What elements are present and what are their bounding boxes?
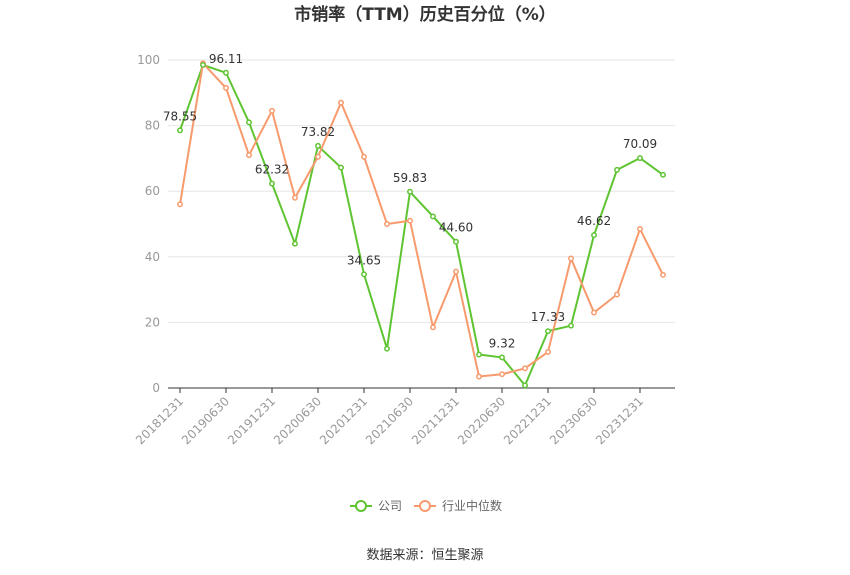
data-point-company	[614, 166, 620, 173]
x-tick-label: 20190630	[179, 394, 232, 447]
legend-label: 公司	[378, 499, 402, 513]
data-point-company	[430, 213, 436, 220]
data-label: 62.32	[255, 163, 289, 177]
data-point-company	[384, 345, 390, 352]
data-point-industry-median	[568, 255, 574, 262]
y-tick-label: 80	[145, 119, 160, 133]
data-point-company	[407, 188, 413, 195]
data-point-industry-median	[453, 268, 459, 275]
data-point-industry-median	[292, 194, 298, 201]
legend-item-industry-median: 行业中位数	[414, 498, 502, 513]
data-point-company	[476, 351, 482, 358]
x-tick-label: 20191231	[225, 394, 278, 447]
data-point-industry-median	[499, 371, 505, 378]
y-tick-label: 20	[145, 315, 160, 329]
data-label: 46.62	[577, 214, 611, 228]
series-line-industry-median	[179, 62, 664, 378]
legend: 公司 行业中位数	[350, 498, 502, 513]
x-tick-label: 20210630	[363, 394, 416, 447]
y-axis: 0 20 40 60 80 100	[137, 53, 160, 395]
data-point-industry-median	[545, 348, 551, 355]
data-point-industry-median	[338, 99, 344, 106]
y-tick-label: 60	[145, 184, 160, 198]
legend-label: 行业中位数	[442, 498, 502, 513]
data-point-company	[660, 171, 666, 178]
data-point-company	[315, 142, 321, 149]
x-tick-label: 20201231	[317, 394, 370, 447]
data-point-industry-median	[407, 217, 413, 224]
data-label: 96.11	[209, 52, 243, 66]
data-point-company	[246, 119, 252, 126]
y-tick-label: 40	[145, 250, 160, 264]
x-tick-label: 20231231	[593, 394, 646, 447]
data-labels: 78.55 96.11 62.32 73.82 34.65 59.83 44.60 9.32 1…	[163, 52, 657, 351]
data-label: 70.09	[623, 137, 657, 151]
data-point-company	[545, 328, 551, 335]
data-point-industry-median	[476, 373, 482, 380]
y-tick-label: 100	[137, 53, 160, 67]
data-point-company	[223, 69, 229, 76]
series-layer	[177, 60, 666, 389]
data-point-company	[361, 271, 367, 278]
x-tick-label: 20221231	[501, 394, 554, 447]
x-axis: 2018123120190630201912312020063020201231…	[133, 388, 646, 447]
gridlines	[168, 59, 675, 323]
data-point-industry-median	[246, 152, 252, 159]
source-note: 数据来源：恒生聚源	[366, 548, 483, 563]
chart-title: 市销率（TTM）历史百分位（%）	[294, 4, 556, 25]
data-point-industry-median	[660, 271, 666, 278]
x-tick-label: 20230630	[547, 394, 600, 447]
data-point-industry-median	[315, 153, 321, 160]
data-label: 44.60	[439, 221, 473, 235]
data-point-industry-median	[269, 107, 275, 114]
data-point-company	[177, 127, 183, 134]
data-point-industry-median	[384, 221, 390, 227]
data-point-industry-median	[223, 84, 229, 91]
data-point-company	[338, 164, 344, 171]
data-point-industry-median	[614, 291, 620, 298]
data-point-company	[637, 155, 643, 162]
data-label: 17.33	[531, 310, 565, 324]
data-point-industry-median	[361, 153, 367, 160]
x-tick-label: 20211231	[409, 394, 462, 447]
legend-marker	[419, 500, 431, 512]
y-tick-label: 0	[152, 381, 160, 395]
data-label: 59.83	[393, 171, 427, 185]
data-label: 9.32	[489, 336, 516, 350]
data-point-industry-median	[177, 201, 183, 208]
x-tick-label: 20220630	[455, 394, 508, 447]
data-point-company	[269, 180, 275, 187]
data-point-company	[522, 382, 528, 389]
legend-marker	[355, 500, 367, 512]
data-point-company	[591, 232, 597, 239]
x-tick-label: 20181231	[133, 394, 186, 447]
series-line-company	[179, 63, 664, 387]
data-point-industry-median	[637, 225, 643, 232]
data-label: 78.55	[163, 109, 197, 123]
data-point-company	[200, 61, 206, 68]
data-point-company	[453, 238, 459, 245]
data-point-company	[568, 322, 574, 329]
data-label: 34.65	[347, 253, 381, 267]
data-point-industry-median	[430, 324, 436, 331]
x-tick-label: 20200630	[271, 394, 324, 447]
legend-item-company: 公司	[350, 499, 402, 513]
data-point-industry-median	[522, 365, 528, 372]
data-point-company	[499, 354, 505, 361]
data-label: 73.82	[301, 125, 335, 139]
data-point-industry-median	[591, 309, 597, 316]
data-point-company	[292, 240, 298, 247]
